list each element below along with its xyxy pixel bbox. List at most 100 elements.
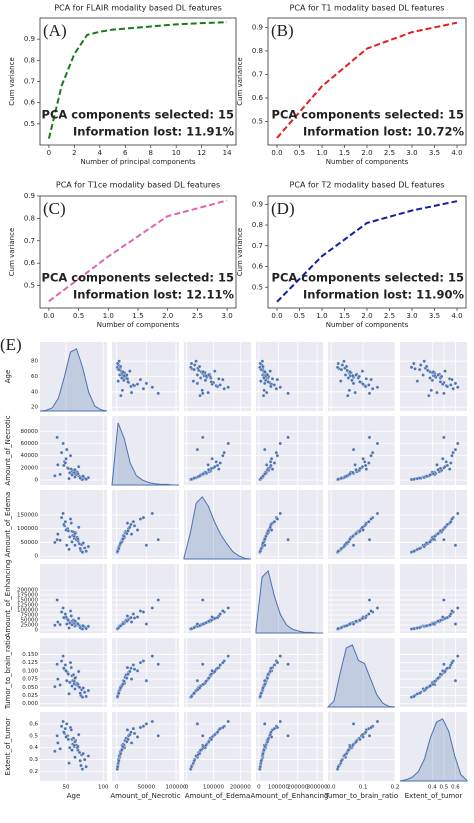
point xyxy=(62,730,66,734)
point xyxy=(432,373,437,378)
point xyxy=(259,367,263,372)
point xyxy=(197,364,202,369)
point xyxy=(440,456,445,461)
annotation: PCA components selected: 15 xyxy=(272,108,464,122)
point xyxy=(270,467,275,471)
point xyxy=(78,625,82,630)
point xyxy=(195,722,200,726)
point xyxy=(70,684,74,688)
point xyxy=(201,734,205,738)
y-tick-label: 0.5 xyxy=(252,117,263,125)
point xyxy=(55,537,59,542)
annotation: PCA components selected: 15 xyxy=(272,271,464,285)
point xyxy=(375,511,380,516)
point xyxy=(62,666,66,670)
point xyxy=(261,364,265,369)
point xyxy=(55,598,59,602)
point xyxy=(76,744,80,749)
point xyxy=(363,384,368,389)
point xyxy=(192,367,196,372)
point xyxy=(78,691,82,695)
point xyxy=(343,373,348,377)
y-axis-label: Cum variance xyxy=(236,57,244,106)
point xyxy=(121,682,125,687)
x-tick-label: 14 xyxy=(223,149,232,157)
y-tick-label: 0.8 xyxy=(24,56,35,64)
x-tick-label: 3.0 xyxy=(406,149,417,157)
point xyxy=(128,669,132,674)
point xyxy=(361,382,365,386)
point xyxy=(64,669,68,673)
point xyxy=(421,373,425,377)
point xyxy=(266,380,270,384)
cell xyxy=(328,490,395,559)
point xyxy=(128,369,132,373)
line xyxy=(276,200,458,303)
y-tick-label: 0.6 xyxy=(24,259,36,267)
point xyxy=(443,525,447,530)
y-axis-label: Extent_of_tumor xyxy=(4,718,12,776)
point xyxy=(59,659,64,663)
point xyxy=(364,467,369,471)
line xyxy=(47,21,228,139)
point xyxy=(68,517,73,521)
point xyxy=(339,759,344,763)
point xyxy=(132,616,137,620)
point xyxy=(453,447,458,452)
point xyxy=(336,361,340,366)
point xyxy=(335,365,340,370)
point xyxy=(275,453,280,458)
point xyxy=(415,379,420,383)
x-tick-label: 3.0 xyxy=(222,312,233,320)
point xyxy=(63,612,68,616)
point xyxy=(413,367,417,371)
point xyxy=(358,380,362,384)
point xyxy=(269,384,273,389)
point xyxy=(269,522,273,527)
x-axis-label: Number of components xyxy=(326,158,409,166)
point xyxy=(278,719,283,724)
point xyxy=(261,686,265,690)
x-tick-label: 200000 xyxy=(230,785,251,791)
point xyxy=(363,522,368,527)
point xyxy=(444,460,448,464)
y-axis-label: Cum variance xyxy=(8,228,16,277)
point xyxy=(445,522,450,527)
line xyxy=(276,21,458,139)
point xyxy=(275,517,280,521)
point xyxy=(65,543,69,547)
x-tick-label: 0.0 xyxy=(271,149,282,157)
x-tick-label: 0.0 xyxy=(327,785,336,791)
point xyxy=(336,549,340,554)
point xyxy=(259,691,263,695)
x-tick-label: 0.6 xyxy=(451,785,460,791)
point xyxy=(436,467,440,472)
x-tick-label: 100000 xyxy=(268,785,289,791)
kde xyxy=(111,422,179,486)
y-tick-label: 0.000 xyxy=(22,701,38,707)
point xyxy=(347,388,352,393)
point xyxy=(125,728,130,732)
y-tick-label: 75000 xyxy=(21,613,39,619)
point xyxy=(270,377,275,381)
point xyxy=(56,532,60,536)
point xyxy=(424,541,429,545)
point xyxy=(226,441,230,446)
y-tick-label: 0.4 xyxy=(29,745,38,751)
y-tick-label: 0.8 xyxy=(24,214,35,222)
point xyxy=(226,654,230,658)
point xyxy=(428,684,432,688)
point xyxy=(258,361,263,366)
y-tick-label: 60 xyxy=(31,374,38,380)
point xyxy=(53,540,57,545)
point xyxy=(259,759,263,763)
point xyxy=(66,466,71,471)
point xyxy=(73,619,77,623)
point xyxy=(358,737,362,742)
point xyxy=(150,606,155,610)
x-tick-label: 3.5 xyxy=(429,149,440,157)
point xyxy=(138,517,143,521)
x-tick-label: 8 xyxy=(148,149,152,157)
point xyxy=(442,598,446,602)
y-axis-label: Cum variance xyxy=(236,228,244,277)
